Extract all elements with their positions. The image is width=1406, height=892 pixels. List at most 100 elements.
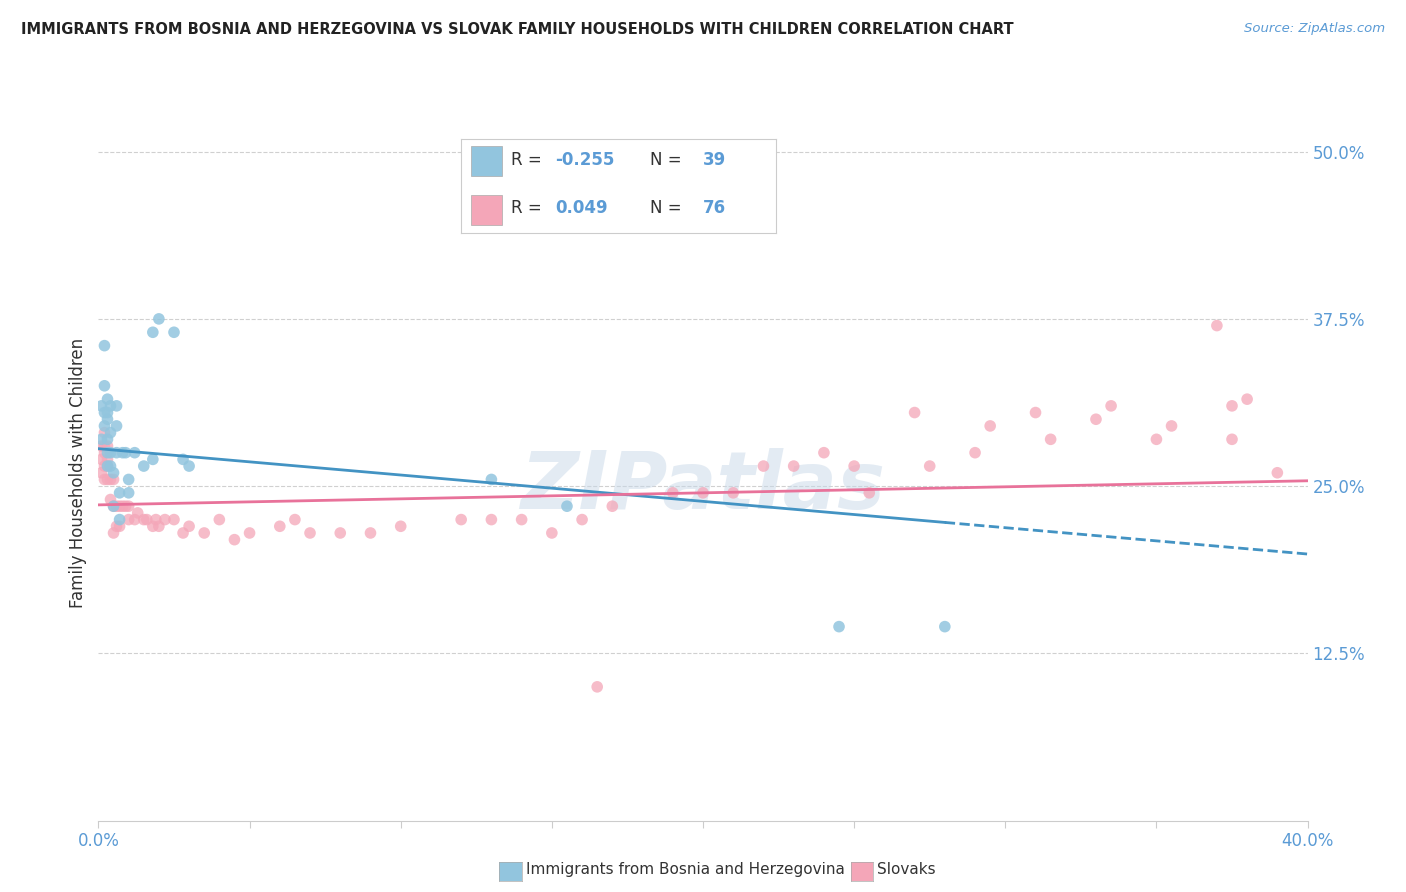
Point — [127, 506, 149, 520]
Point — [135, 512, 157, 526]
Point — [329, 526, 352, 541]
Point — [93, 459, 115, 474]
Point — [118, 485, 141, 500]
Point — [96, 459, 118, 474]
Point — [96, 473, 118, 487]
Point — [148, 519, 170, 533]
Point — [858, 485, 880, 500]
Point — [828, 620, 851, 634]
Point — [96, 446, 118, 460]
Point — [934, 620, 956, 634]
Point — [142, 326, 165, 340]
Point — [142, 452, 165, 467]
Point — [103, 473, 125, 487]
Point — [132, 512, 155, 526]
Point — [93, 419, 115, 434]
Point — [93, 339, 115, 353]
Point — [1024, 406, 1046, 420]
Point — [299, 526, 322, 541]
Point — [111, 500, 134, 514]
Point — [103, 500, 125, 514]
Point — [389, 519, 412, 533]
Point — [105, 500, 128, 514]
Point — [481, 473, 503, 487]
Point — [692, 485, 714, 500]
Point — [108, 519, 131, 533]
Point — [111, 446, 134, 460]
Point — [510, 512, 533, 526]
Point — [100, 399, 122, 413]
Point — [571, 512, 593, 526]
Point — [93, 425, 115, 440]
Point — [540, 526, 562, 541]
Point — [90, 439, 112, 453]
Point — [844, 459, 866, 474]
Point — [450, 512, 472, 526]
Point — [118, 473, 141, 487]
Point — [1144, 433, 1167, 447]
Point — [118, 500, 141, 514]
Point — [979, 419, 1001, 434]
Point — [100, 425, 122, 440]
Point — [118, 512, 141, 526]
Point — [105, 399, 128, 413]
Point — [918, 459, 941, 474]
Point — [114, 446, 136, 460]
Text: ZIPatlas: ZIPatlas — [520, 448, 886, 525]
Point — [96, 412, 118, 426]
Point — [179, 459, 201, 474]
Point — [96, 406, 118, 420]
Point — [1160, 419, 1182, 434]
Point — [965, 446, 987, 460]
Point — [1085, 412, 1108, 426]
Text: IMMIGRANTS FROM BOSNIA AND HERZEGOVINA VS SLOVAK FAMILY HOUSEHOLDS WITH CHILDREN: IMMIGRANTS FROM BOSNIA AND HERZEGOVINA V… — [21, 22, 1014, 37]
Point — [114, 500, 136, 514]
Point — [239, 526, 262, 541]
Point — [93, 446, 115, 460]
Point — [108, 500, 131, 514]
Point — [90, 466, 112, 480]
Point — [96, 433, 118, 447]
Point — [1220, 399, 1243, 413]
Point — [602, 500, 624, 514]
Point — [100, 459, 122, 474]
Point — [96, 459, 118, 474]
Point — [179, 519, 201, 533]
Point — [148, 312, 170, 326]
Point — [224, 533, 246, 547]
Point — [1220, 433, 1243, 447]
Point — [481, 512, 503, 526]
Point — [105, 446, 128, 460]
Point — [132, 459, 155, 474]
Point — [124, 512, 146, 526]
Point — [360, 526, 382, 541]
Point — [904, 406, 927, 420]
Point — [103, 466, 125, 480]
Point — [142, 519, 165, 533]
Point — [100, 473, 122, 487]
Point — [1039, 433, 1062, 447]
Point — [172, 452, 194, 467]
Point — [90, 433, 112, 447]
Point — [90, 399, 112, 413]
Point — [752, 459, 775, 474]
Point — [662, 485, 685, 500]
Text: Source: ZipAtlas.com: Source: ZipAtlas.com — [1244, 22, 1385, 36]
Point — [108, 512, 131, 526]
Text: Immigrants from Bosnia and Herzegovina: Immigrants from Bosnia and Herzegovina — [526, 863, 845, 877]
Point — [555, 500, 578, 514]
Point — [723, 485, 745, 500]
Point — [783, 459, 806, 474]
Point — [90, 452, 112, 467]
Point — [153, 512, 176, 526]
Point — [96, 452, 118, 467]
Text: Slovaks: Slovaks — [877, 863, 936, 877]
Point — [103, 526, 125, 541]
Point — [1236, 392, 1258, 407]
Point — [93, 473, 115, 487]
Point — [93, 439, 115, 453]
Point — [105, 519, 128, 533]
Point — [1267, 466, 1289, 480]
Point — [813, 446, 835, 460]
Point — [208, 512, 231, 526]
